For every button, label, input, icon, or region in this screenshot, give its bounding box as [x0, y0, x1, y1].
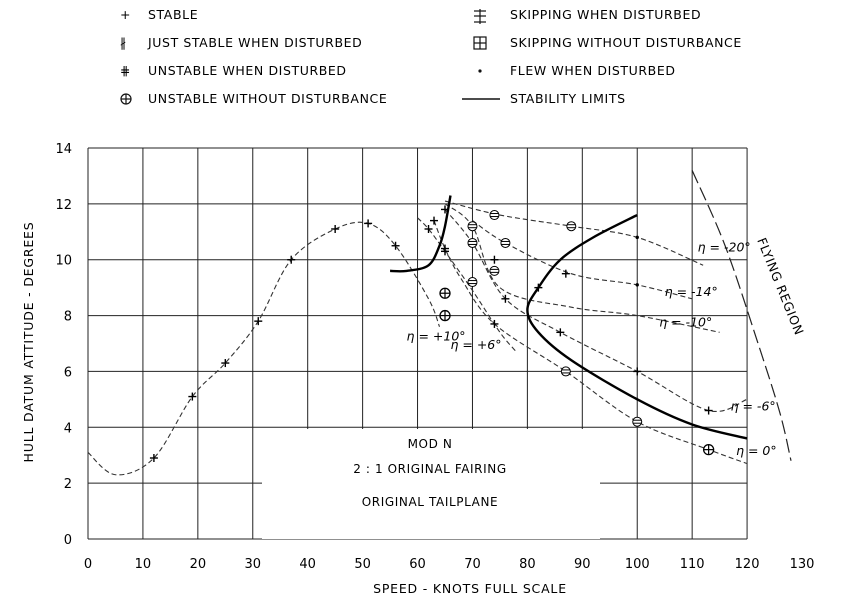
data-point: [149, 454, 158, 463]
y-tick-label: 4: [64, 421, 72, 436]
x-tick-label: 70: [464, 557, 481, 572]
data-point: [702, 443, 715, 456]
curve-label: η = -14°: [665, 284, 718, 299]
data-point: [635, 235, 639, 240]
legend-label-line: STABILITY LIMITS: [510, 91, 626, 106]
legend-label-circle-plus: UNSTABLE WITHOUT DISTURBANCE: [148, 91, 387, 106]
legend-symbol-dot: [478, 69, 482, 73]
data-point: [467, 277, 478, 288]
y-tick-label: 2: [64, 477, 72, 492]
flying-region-label: FLYING REGION: [754, 236, 807, 338]
y-tick-label: 8: [64, 310, 72, 325]
data-point: [467, 237, 478, 248]
data-point: [500, 237, 511, 248]
y-tick-label: 0: [64, 533, 72, 548]
data-point: [556, 328, 565, 337]
curve-label: η = 0°: [736, 443, 777, 458]
curve-label: η = +10°: [407, 329, 466, 344]
legend-symbol-skip-disturbed: [474, 9, 486, 24]
data-point: [489, 210, 500, 221]
curve-labels: η = -20° η = -14° η = -10° η = -6° η = 0° η =…: [407, 239, 777, 458]
data-point: [391, 241, 400, 250]
y-tick-label: 12: [55, 198, 72, 213]
y-tick-label: 6: [64, 365, 72, 380]
tick-labels: 0 10 20 30 40 50 60 70 80 90 100 110 120 130 0 2 4 6 8 10 12…: [55, 142, 814, 572]
data-point: [364, 219, 373, 228]
data-point: [331, 224, 340, 233]
box-line-3: ORIGINAL TAILPLANE: [362, 495, 498, 509]
data-point: [561, 269, 570, 278]
legend-symbol-just-stable: ∦: [120, 35, 127, 50]
data-point: [287, 255, 296, 264]
data-point: [467, 221, 478, 232]
data-points: [149, 205, 715, 463]
legend-label-square-plus: SKIPPING WITHOUT DISTURBANCE: [510, 35, 742, 50]
curve-label: η = +6°: [450, 337, 501, 352]
data-point: [560, 366, 571, 377]
data-point: [441, 247, 449, 256]
x-tick-label: 40: [299, 557, 316, 572]
x-tick-label: 90: [574, 557, 591, 572]
y-tick-label: 10: [55, 254, 72, 269]
legend-label-dot: FLEW WHEN DISTURBED: [510, 63, 676, 78]
x-tick-label: 50: [354, 557, 371, 572]
series-line: [444, 200, 704, 266]
box-line-2: 2 : 1 ORIGINAL FAIRING: [353, 462, 507, 476]
info-box: MOD N 2 : 1 ORIGINAL FAIRING ORIGINAL TA…: [262, 429, 600, 539]
x-tick-label: 110: [680, 557, 705, 572]
data-point: [635, 283, 639, 287]
data-point: [188, 392, 197, 401]
legend: + STABLE ∦ JUST STABLE WHEN DISTURBED ⋕ …: [120, 7, 742, 106]
x-tick-label: 20: [190, 557, 207, 572]
box-line-1: MOD N: [408, 437, 453, 451]
legend-symbol-square-plus: [473, 36, 487, 50]
y-axis-title: HULL DATUM ATTITUDE - DEGREES: [21, 222, 36, 463]
curve-label: η = -20°: [698, 239, 751, 254]
stability-limit-line: [390, 195, 452, 273]
series-line: [472, 220, 693, 300]
x-tick-label: 30: [244, 557, 261, 572]
data-point: [501, 294, 510, 303]
flying-region-boundary: [691, 170, 792, 461]
curve-label: η = -6°: [731, 399, 776, 414]
y-tick-label: 14: [55, 142, 72, 157]
stability-limit-line: [526, 213, 748, 440]
data-point: [632, 416, 643, 427]
legend-label-just-stable: JUST STABLE WHEN DISTURBED: [147, 35, 362, 50]
curve-label: η = -10°: [659, 315, 712, 330]
data-point: [430, 216, 439, 225]
x-tick-label: 80: [519, 557, 536, 572]
data-point: [439, 287, 451, 299]
data-point: [489, 265, 500, 276]
data-point: [490, 319, 499, 328]
legend-label-skip-disturbed: SKIPPING WHEN DISTURBED: [510, 7, 701, 22]
data-point: [441, 205, 449, 214]
data-point: [633, 367, 642, 376]
series-line: [433, 220, 748, 465]
legend-label-stable: STABLE: [148, 7, 198, 22]
data-point: [439, 309, 451, 322]
x-tick-label: 130: [790, 557, 815, 572]
x-axis-title: SPEED - KNOTS FULL SCALE: [373, 581, 567, 596]
x-tick-label: 0: [84, 557, 92, 572]
legend-symbol-stable: +: [120, 7, 131, 22]
data-point: [424, 224, 433, 233]
x-tick-label: 10: [135, 557, 152, 572]
data-point: [221, 359, 230, 368]
data-point: [566, 221, 577, 232]
data-point: [490, 255, 499, 264]
x-tick-label: 100: [625, 557, 650, 572]
series-line: [417, 217, 517, 353]
data-point: [254, 317, 263, 326]
legend-label-unstable-disturbed: UNSTABLE WHEN DISTURBED: [148, 63, 347, 78]
legend-symbol-unstable-disturbed: ⋕: [120, 63, 131, 78]
series-line: [87, 221, 441, 476]
data-point: [534, 283, 543, 292]
x-tick-label: 120: [735, 557, 760, 572]
x-tick-label: 60: [409, 557, 426, 572]
stability-limits: [390, 170, 792, 461]
data-point: [704, 406, 713, 415]
legend-symbol-circle-plus: [120, 93, 132, 105]
